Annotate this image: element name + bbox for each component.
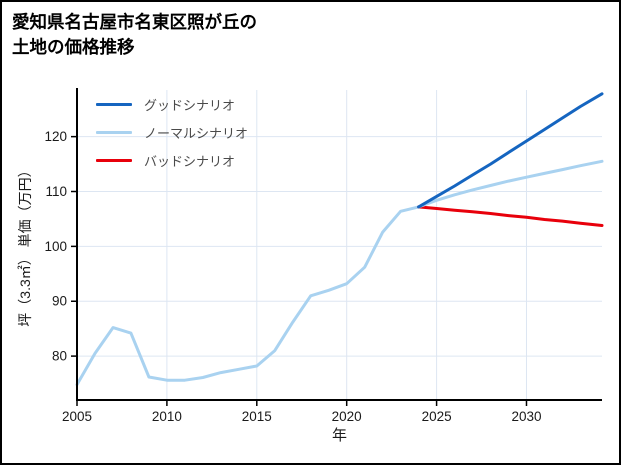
x-tick-label: 2005 — [62, 409, 92, 424]
legend-label-normal-scenario: ノーマルシナリオ — [144, 125, 249, 141]
chart-title: 愛知県名古屋市名東区照が丘の 土地の価格推移 — [12, 10, 257, 61]
chart-title-line2: 土地の価格推移 — [12, 37, 135, 58]
x-tick-label: 2030 — [511, 409, 541, 424]
series-historical — [75, 205, 421, 387]
y-tick-label: 90 — [52, 294, 67, 309]
legend-line-normal-scenario — [96, 130, 132, 134]
y-tick-label: 100 — [44, 239, 67, 254]
legend-item-good-scenario: グッドシナリオ — [96, 90, 248, 118]
legend-item-normal-scenario: ノーマルシナリオ — [96, 118, 248, 146]
x-tick-label: 2020 — [332, 409, 362, 424]
chart-title-line1: 愛知県名古屋市名東区照が丘の — [12, 12, 257, 32]
legend-line-bad-scenario — [96, 158, 132, 162]
x-axis-label: 年 — [331, 427, 347, 444]
series-bad-scenario — [417, 205, 604, 227]
x-tick-label: 2010 — [152, 409, 182, 424]
x-tick-label: 2015 — [242, 409, 272, 424]
x-tick-label: 2025 — [422, 409, 452, 424]
y-tick-label: 80 — [52, 349, 67, 364]
series-good-scenario — [417, 92, 604, 209]
y-tick-label: 120 — [44, 129, 67, 144]
legend: グッドシナリオ ノーマルシナリオ バッドシナリオ — [96, 90, 248, 174]
series-normal-scenario — [417, 159, 604, 209]
legend-label-bad-scenario: バッドシナリオ — [144, 153, 236, 169]
legend-label-good-scenario: グッドシナリオ — [144, 97, 236, 113]
y-tick-label: 110 — [45, 184, 67, 199]
legend-item-bad-scenario: バッドシナリオ — [96, 146, 248, 174]
y-axis-label: 坪（3.3㎡） 単価（万円） — [17, 163, 33, 327]
legend-line-good-scenario — [96, 102, 132, 106]
